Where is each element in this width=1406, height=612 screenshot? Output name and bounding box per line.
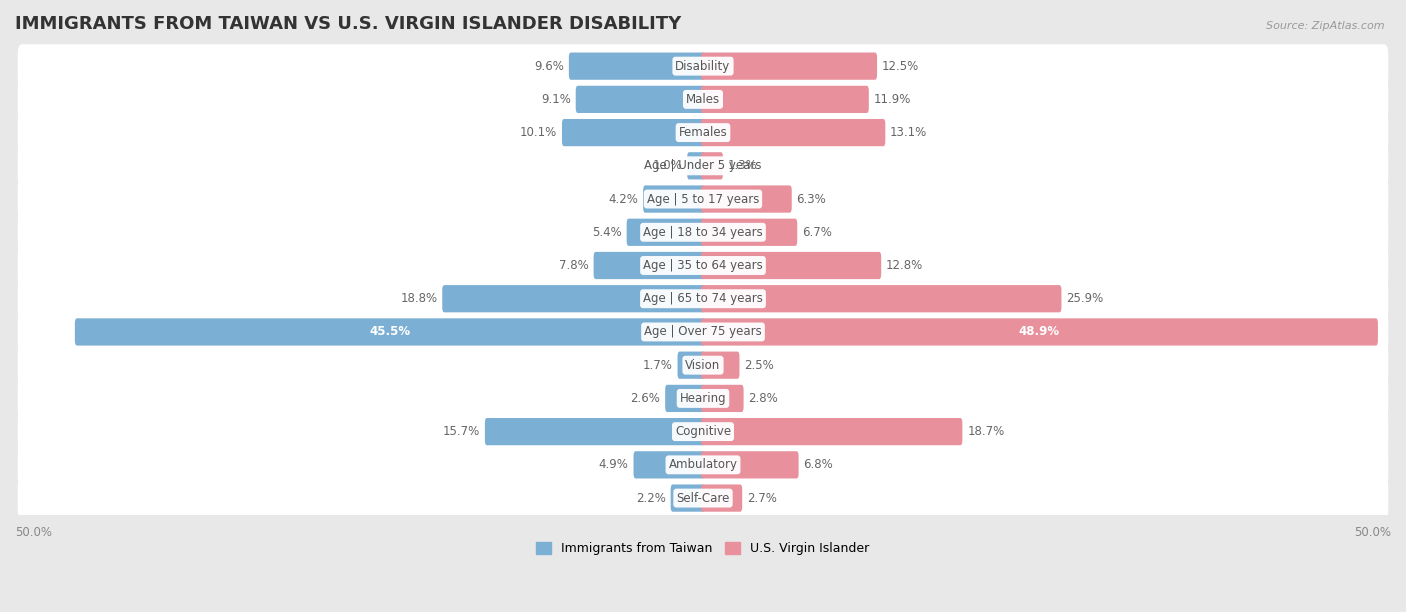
- FancyBboxPatch shape: [18, 211, 1388, 254]
- FancyBboxPatch shape: [702, 385, 744, 412]
- Text: Age | 5 to 17 years: Age | 5 to 17 years: [647, 193, 759, 206]
- Text: 5.4%: 5.4%: [592, 226, 621, 239]
- Text: 10.1%: 10.1%: [520, 126, 557, 139]
- Text: 2.7%: 2.7%: [747, 491, 778, 504]
- FancyBboxPatch shape: [702, 152, 723, 179]
- Text: Males: Males: [686, 93, 720, 106]
- FancyBboxPatch shape: [485, 418, 704, 446]
- Text: 4.9%: 4.9%: [599, 458, 628, 471]
- FancyBboxPatch shape: [562, 119, 704, 146]
- FancyBboxPatch shape: [702, 418, 962, 446]
- Text: 18.7%: 18.7%: [967, 425, 1004, 438]
- Text: Age | 18 to 34 years: Age | 18 to 34 years: [643, 226, 763, 239]
- FancyBboxPatch shape: [18, 177, 1388, 221]
- Text: 2.5%: 2.5%: [744, 359, 775, 371]
- Text: 2.8%: 2.8%: [748, 392, 778, 405]
- Text: Self-Care: Self-Care: [676, 491, 730, 504]
- FancyBboxPatch shape: [702, 218, 797, 246]
- FancyBboxPatch shape: [702, 351, 740, 379]
- Text: 6.8%: 6.8%: [803, 458, 834, 471]
- Text: Cognitive: Cognitive: [675, 425, 731, 438]
- FancyBboxPatch shape: [702, 485, 742, 512]
- Text: Disability: Disability: [675, 59, 731, 73]
- Text: 11.9%: 11.9%: [873, 93, 911, 106]
- FancyBboxPatch shape: [18, 111, 1388, 154]
- Text: 50.0%: 50.0%: [1354, 526, 1391, 539]
- Text: IMMIGRANTS FROM TAIWAN VS U.S. VIRGIN ISLANDER DISABILITY: IMMIGRANTS FROM TAIWAN VS U.S. VIRGIN IS…: [15, 15, 682, 33]
- Text: 12.5%: 12.5%: [882, 59, 920, 73]
- FancyBboxPatch shape: [702, 53, 877, 80]
- Text: 45.5%: 45.5%: [370, 326, 411, 338]
- FancyBboxPatch shape: [702, 285, 1062, 312]
- Text: Ambulatory: Ambulatory: [668, 458, 738, 471]
- FancyBboxPatch shape: [569, 53, 704, 80]
- Text: 9.6%: 9.6%: [534, 59, 564, 73]
- Text: 6.3%: 6.3%: [797, 193, 827, 206]
- Text: Age | 35 to 64 years: Age | 35 to 64 years: [643, 259, 763, 272]
- FancyBboxPatch shape: [18, 277, 1388, 321]
- Text: 1.3%: 1.3%: [728, 159, 758, 173]
- FancyBboxPatch shape: [671, 485, 704, 512]
- FancyBboxPatch shape: [18, 476, 1388, 520]
- Text: 4.2%: 4.2%: [609, 193, 638, 206]
- Text: Age | Over 75 years: Age | Over 75 years: [644, 326, 762, 338]
- FancyBboxPatch shape: [18, 244, 1388, 288]
- FancyBboxPatch shape: [665, 385, 704, 412]
- FancyBboxPatch shape: [702, 318, 1378, 346]
- FancyBboxPatch shape: [702, 451, 799, 479]
- FancyBboxPatch shape: [627, 218, 704, 246]
- FancyBboxPatch shape: [593, 252, 704, 279]
- Text: 1.0%: 1.0%: [652, 159, 682, 173]
- Text: 2.2%: 2.2%: [636, 491, 666, 504]
- Text: Source: ZipAtlas.com: Source: ZipAtlas.com: [1267, 21, 1385, 31]
- Text: Age | 65 to 74 years: Age | 65 to 74 years: [643, 292, 763, 305]
- FancyBboxPatch shape: [18, 144, 1388, 188]
- FancyBboxPatch shape: [18, 409, 1388, 453]
- FancyBboxPatch shape: [18, 44, 1388, 88]
- Text: 50.0%: 50.0%: [15, 526, 52, 539]
- Text: 9.1%: 9.1%: [541, 93, 571, 106]
- Legend: Immigrants from Taiwan, U.S. Virgin Islander: Immigrants from Taiwan, U.S. Virgin Isla…: [531, 537, 875, 561]
- Text: 18.8%: 18.8%: [401, 292, 437, 305]
- FancyBboxPatch shape: [18, 78, 1388, 121]
- Text: Vision: Vision: [685, 359, 721, 371]
- FancyBboxPatch shape: [702, 185, 792, 213]
- FancyBboxPatch shape: [443, 285, 704, 312]
- FancyBboxPatch shape: [18, 343, 1388, 387]
- FancyBboxPatch shape: [702, 86, 869, 113]
- Text: Hearing: Hearing: [679, 392, 727, 405]
- FancyBboxPatch shape: [634, 451, 704, 479]
- Text: Females: Females: [679, 126, 727, 139]
- FancyBboxPatch shape: [702, 252, 882, 279]
- FancyBboxPatch shape: [678, 351, 704, 379]
- FancyBboxPatch shape: [18, 376, 1388, 420]
- Text: 6.7%: 6.7%: [801, 226, 832, 239]
- Text: 13.1%: 13.1%: [890, 126, 928, 139]
- Text: Age | Under 5 years: Age | Under 5 years: [644, 159, 762, 173]
- FancyBboxPatch shape: [575, 86, 704, 113]
- FancyBboxPatch shape: [18, 310, 1388, 354]
- Text: 15.7%: 15.7%: [443, 425, 479, 438]
- FancyBboxPatch shape: [18, 443, 1388, 487]
- Text: 12.8%: 12.8%: [886, 259, 924, 272]
- FancyBboxPatch shape: [643, 185, 704, 213]
- Text: 25.9%: 25.9%: [1066, 292, 1104, 305]
- FancyBboxPatch shape: [688, 152, 704, 179]
- Text: 1.7%: 1.7%: [643, 359, 672, 371]
- Text: 2.6%: 2.6%: [630, 392, 661, 405]
- FancyBboxPatch shape: [702, 119, 886, 146]
- Text: 7.8%: 7.8%: [560, 259, 589, 272]
- FancyBboxPatch shape: [75, 318, 704, 346]
- Text: 48.9%: 48.9%: [1019, 326, 1060, 338]
